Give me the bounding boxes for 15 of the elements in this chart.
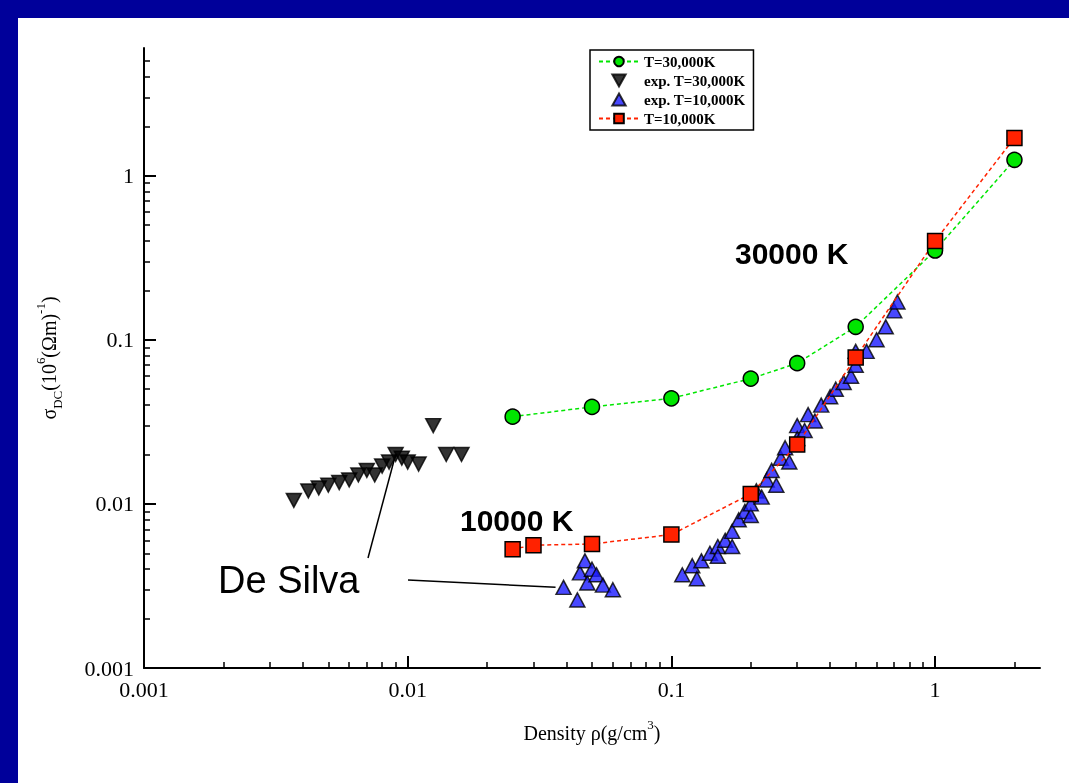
annotation: 30000 K bbox=[735, 236, 849, 270]
x-tick-label: 0.1 bbox=[657, 676, 686, 702]
annotation: 10000 K bbox=[460, 503, 574, 537]
y-tick-label: 0.1 bbox=[106, 327, 134, 353]
x-tick-label: 0.01 bbox=[388, 676, 427, 702]
legend-label: exp. T=10,000K bbox=[644, 91, 746, 108]
y-tick-label: 0.01 bbox=[95, 491, 134, 517]
legend-label: exp. T=30,000K bbox=[644, 72, 746, 89]
y-axis-title: σDC(106(Ωm)-1) bbox=[33, 296, 65, 420]
x-tick-label: 1 bbox=[929, 676, 941, 702]
legend-label: T=30,000K bbox=[644, 53, 716, 70]
y-tick-label: 0.001 bbox=[84, 655, 134, 681]
legend-label: T=10,000K bbox=[644, 110, 716, 127]
annotation: De Silva bbox=[218, 559, 361, 601]
y-tick-label: 1 bbox=[123, 163, 134, 189]
